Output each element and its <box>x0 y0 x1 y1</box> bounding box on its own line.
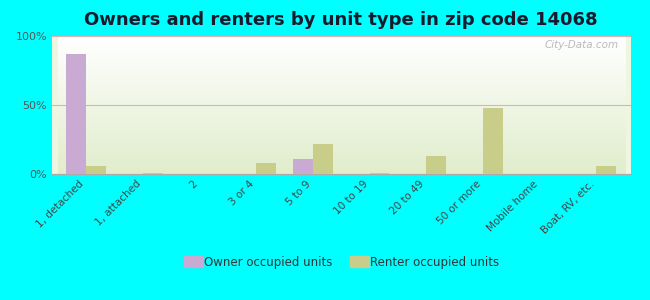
Bar <box>86 166 106 174</box>
Bar <box>597 166 616 174</box>
Title: Owners and renters by unit type in zip code 14068: Owners and renters by unit type in zip c… <box>84 11 598 29</box>
Bar <box>143 172 162 174</box>
Bar <box>66 54 86 174</box>
Bar <box>483 108 503 174</box>
Bar <box>370 172 389 174</box>
Bar <box>256 163 276 174</box>
Bar <box>293 159 313 174</box>
Legend: Owner occupied units, Renter occupied units: Owner occupied units, Renter occupied un… <box>179 252 504 274</box>
Bar <box>426 156 446 174</box>
Bar <box>313 144 333 174</box>
Text: City-Data.com: City-Data.com <box>545 40 619 50</box>
